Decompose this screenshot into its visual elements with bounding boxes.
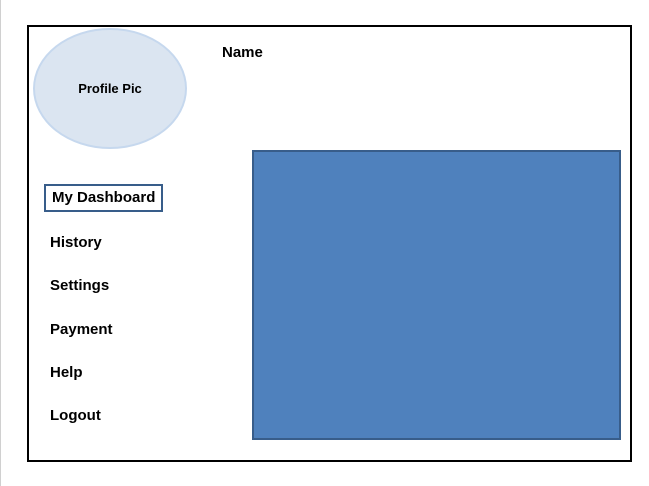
- avatar[interactable]: Profile Pic: [33, 28, 187, 149]
- left-edge-divider: [0, 0, 1, 486]
- sidebar-item-settings[interactable]: Settings: [50, 277, 110, 294]
- sidebar-item-help[interactable]: Help: [50, 364, 83, 381]
- sidebar-item-history[interactable]: History: [50, 234, 102, 251]
- user-name: Name: [222, 44, 263, 61]
- main-content-panel: [252, 150, 621, 440]
- sidebar-item-my-dashboard[interactable]: My Dashboard: [44, 184, 164, 212]
- app-frame: Profile Pic Name My Dashboard History Se…: [27, 25, 632, 462]
- sidebar-item-logout[interactable]: Logout: [50, 407, 101, 424]
- avatar-label: Profile Pic: [78, 81, 142, 96]
- sidebar-item-payment[interactable]: Payment: [50, 321, 113, 338]
